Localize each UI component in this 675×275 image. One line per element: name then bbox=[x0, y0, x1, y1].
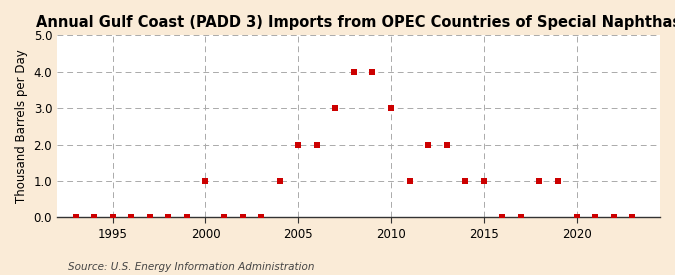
Point bbox=[479, 179, 489, 183]
Point bbox=[311, 142, 322, 147]
Point bbox=[571, 215, 582, 219]
Point bbox=[460, 179, 470, 183]
Point bbox=[590, 215, 601, 219]
Point bbox=[200, 179, 211, 183]
Point bbox=[126, 215, 136, 219]
Point bbox=[182, 215, 192, 219]
Text: Source: U.S. Energy Information Administration: Source: U.S. Energy Information Administ… bbox=[68, 262, 314, 272]
Point bbox=[627, 215, 638, 219]
Point bbox=[144, 215, 155, 219]
Point bbox=[441, 142, 452, 147]
Point bbox=[219, 215, 230, 219]
Point bbox=[385, 106, 396, 110]
Title: Annual Gulf Coast (PADD 3) Imports from OPEC Countries of Special Naphthas: Annual Gulf Coast (PADD 3) Imports from … bbox=[36, 15, 675, 30]
Point bbox=[423, 142, 433, 147]
Point bbox=[330, 106, 341, 110]
Point bbox=[404, 179, 415, 183]
Point bbox=[516, 215, 526, 219]
Y-axis label: Thousand Barrels per Day: Thousand Barrels per Day bbox=[15, 50, 28, 203]
Point bbox=[256, 215, 267, 219]
Point bbox=[163, 215, 173, 219]
Point bbox=[553, 179, 564, 183]
Point bbox=[70, 215, 81, 219]
Point bbox=[88, 215, 99, 219]
Point bbox=[534, 179, 545, 183]
Point bbox=[237, 215, 248, 219]
Point bbox=[367, 70, 378, 74]
Point bbox=[497, 215, 508, 219]
Point bbox=[274, 179, 285, 183]
Point bbox=[348, 70, 359, 74]
Point bbox=[608, 215, 619, 219]
Point bbox=[107, 215, 118, 219]
Point bbox=[293, 142, 304, 147]
